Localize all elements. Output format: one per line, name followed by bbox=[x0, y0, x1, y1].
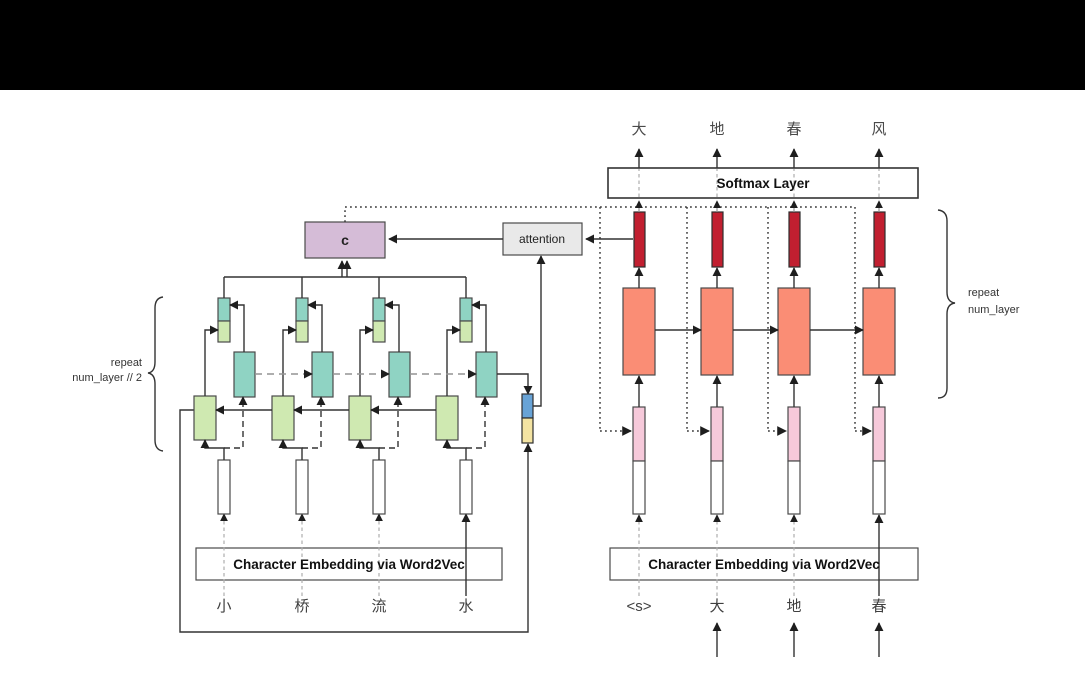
decoder-input-char: 春 bbox=[871, 598, 886, 615]
decoder-input-pink-bar bbox=[872, 406, 886, 462]
flow-line bbox=[200, 439, 225, 460]
encoder-input-char: 流 bbox=[371, 598, 386, 615]
flow-line bbox=[466, 396, 490, 449]
encoder-embedding-label: Character Embedding via Word2Vec bbox=[233, 557, 465, 572]
embedding-vector-bar bbox=[217, 459, 231, 515]
decoder-input-char: 大 bbox=[709, 598, 724, 615]
decoder-input-pink-bar bbox=[710, 406, 724, 462]
flow-line bbox=[359, 325, 374, 396]
decoder-lstm-box bbox=[862, 287, 896, 376]
decoder-connection-lines bbox=[634, 200, 884, 407]
concat-state-forward-half bbox=[372, 297, 386, 322]
encoder-input-char: 桥 bbox=[294, 598, 309, 615]
context-feed-dotted-lines bbox=[344, 206, 872, 436]
embedding-vector-bar bbox=[787, 460, 801, 515]
embedding-vector-bar bbox=[459, 459, 473, 515]
flow-line bbox=[307, 300, 323, 352]
decoder-lstm-box bbox=[700, 287, 734, 376]
decoder-repeat-brace bbox=[937, 209, 956, 399]
decoder-output-projection-bar bbox=[633, 211, 646, 268]
flow-line bbox=[355, 439, 380, 460]
decoder-repeat-label-line2: num_layer bbox=[968, 304, 1020, 316]
decoder-output-char: 风 bbox=[871, 121, 886, 138]
encoder-backward-lstm-box bbox=[348, 395, 372, 441]
context-attention-section: c attention bbox=[304, 221, 633, 259]
concat-state-forward-half bbox=[295, 297, 309, 322]
encoder-backward-lstm-box bbox=[193, 395, 217, 441]
decoder-section: Character Embedding via Word2Vec <s> 大 地… bbox=[607, 121, 1020, 657]
flow-line bbox=[229, 300, 245, 352]
final-state-forward-blue-bar bbox=[521, 393, 534, 419]
encoder-embedding-box bbox=[195, 547, 503, 581]
concat-state-backward-half bbox=[295, 320, 309, 343]
encoder-forward-lstm-box bbox=[233, 351, 256, 398]
encoder-final-state-loop-line bbox=[179, 409, 533, 633]
decoder-embedding-box bbox=[609, 547, 919, 581]
encoder-repeat-label-line1: repeat bbox=[111, 357, 142, 369]
decoder-lstm-box bbox=[777, 287, 811, 376]
embedding-vector-bar bbox=[710, 460, 724, 515]
decoder-lstm-box bbox=[622, 287, 656, 376]
encoder-repeat-label-line2: num_layer // 2 bbox=[72, 372, 142, 384]
top-black-bar bbox=[0, 0, 1085, 90]
encoder-input-char: 水 bbox=[458, 598, 473, 615]
flow-line bbox=[302, 396, 326, 449]
embedding-vector-bar bbox=[632, 460, 646, 515]
flow-line bbox=[204, 325, 219, 396]
concat-state-forward-half bbox=[459, 297, 473, 322]
decoder-output-projection-bar bbox=[873, 211, 886, 268]
encoder-forward-lstm-box bbox=[311, 351, 334, 398]
flow-line bbox=[223, 277, 467, 298]
flow-line bbox=[497, 373, 533, 395]
decoder-input-pink-bar bbox=[632, 406, 646, 462]
encoder-forward-lstm-box bbox=[388, 351, 411, 398]
flow-line bbox=[384, 300, 400, 352]
embedding-vector-bar bbox=[872, 460, 886, 515]
concat-state-backward-half bbox=[459, 320, 473, 343]
encoder-input-char: 小 bbox=[216, 598, 231, 615]
decoder-output-projection-bar bbox=[788, 211, 801, 268]
concat-state-forward-half bbox=[217, 297, 231, 322]
decoder-input-pink-bar bbox=[787, 406, 801, 462]
decoder-output-char: 地 bbox=[709, 121, 724, 138]
attention-box bbox=[502, 222, 583, 256]
softmax-layer-label: Softmax Layer bbox=[716, 176, 810, 191]
decoder-repeat-label-line1: repeat bbox=[968, 287, 999, 299]
concat-state-backward-half bbox=[217, 320, 231, 343]
embedding-vector-bar bbox=[372, 459, 386, 515]
attention-label: attention bbox=[519, 232, 565, 246]
decoder-output-char: 春 bbox=[786, 121, 801, 138]
decoder-input-char: 地 bbox=[786, 598, 801, 615]
encoder-forward-lstm-box bbox=[475, 351, 498, 398]
decoder-output-char: 大 bbox=[631, 121, 646, 138]
embedding-vector-bar bbox=[295, 459, 309, 515]
flow-line bbox=[442, 439, 467, 460]
final-state-to-attention-line bbox=[533, 255, 546, 407]
context-vector-label: c bbox=[341, 232, 349, 248]
encoder-backward-lstm-box bbox=[271, 395, 295, 441]
flow-line bbox=[379, 396, 403, 449]
decoder-output-projection-bar bbox=[711, 211, 724, 268]
encoder-repeat-brace bbox=[147, 296, 164, 452]
softmax-layer-box bbox=[607, 167, 919, 199]
decoder-input-char: <s> bbox=[626, 598, 651, 615]
softmax-passthrough-lines bbox=[638, 169, 880, 197]
encoder-backward-lstm-box bbox=[435, 395, 459, 441]
encoder-section: Character Embedding via Word2Vec 小 桥 流 水 bbox=[72, 255, 546, 633]
flow-line bbox=[282, 325, 297, 396]
final-state-backward-yellow-bar bbox=[521, 417, 534, 444]
decoder-embedding-label: Character Embedding via Word2Vec bbox=[648, 557, 880, 572]
encoder-connection-lines bbox=[200, 260, 533, 460]
flow-line bbox=[446, 325, 461, 396]
concat-state-backward-half bbox=[372, 320, 386, 343]
flow-line bbox=[224, 396, 248, 449]
flow-line bbox=[278, 439, 303, 460]
flow-line bbox=[471, 300, 487, 352]
